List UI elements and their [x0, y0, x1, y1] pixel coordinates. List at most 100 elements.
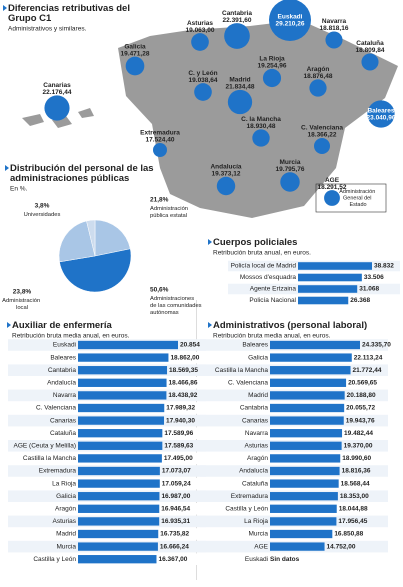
category-label: Castilla y León	[225, 506, 268, 513]
pie-slice	[94, 219, 131, 257]
bar	[270, 466, 340, 476]
region-bubble	[262, 68, 282, 88]
bar	[78, 429, 163, 438]
bar	[78, 529, 159, 539]
bar	[270, 529, 333, 539]
bar	[270, 542, 325, 551]
bar	[270, 479, 339, 488]
region-value: 17.524,40	[146, 137, 175, 144]
chart-subtitle: Retribución bruta media anual, en euros.	[213, 333, 331, 340]
region-name: Galicia	[124, 43, 146, 50]
value-label: 14.752,00	[327, 543, 356, 550]
value-label: 18.862,00	[170, 354, 199, 361]
region-name: Cantabria	[222, 10, 252, 17]
value-label: 17.589,96	[164, 430, 193, 437]
region-name: Baleares	[367, 108, 394, 115]
value-label: 17.940,30	[166, 417, 195, 424]
category-label: Andalucía	[239, 468, 268, 475]
category-label: Policía local de Madrid	[231, 263, 297, 270]
title-marker	[3, 5, 7, 11]
slice-value: 23,8%	[13, 289, 32, 296]
bar	[270, 378, 347, 387]
category-label: La Rioja	[52, 480, 76, 487]
value-label: 18.353,00	[340, 493, 369, 500]
chart-subtitle: Retribución bruta anual, en euros.	[213, 250, 311, 257]
category-label: Galicia	[248, 354, 268, 361]
category-label: C. Valenciana	[228, 380, 268, 387]
region-value: 18.366,22	[308, 132, 337, 139]
title-marker	[208, 322, 212, 328]
region-bubble	[125, 56, 145, 76]
bar	[270, 504, 337, 513]
category-label: Mossos d'esquadra	[240, 274, 297, 281]
value-label: 17.495,00	[164, 455, 193, 462]
region-bubble	[324, 190, 340, 206]
region-name: Extremadura	[140, 130, 180, 137]
value-label: 26.368	[350, 297, 370, 304]
value-label: 22.113,24	[354, 354, 383, 361]
region-name: C. la Mancha	[241, 116, 281, 123]
bar	[78, 353, 169, 362]
bar	[78, 441, 163, 450]
spain-map	[118, 20, 398, 218]
value-label: 20.854,96	[180, 342, 209, 349]
region-bubble	[153, 143, 167, 157]
region-name: Asturias	[187, 20, 213, 27]
row-band	[200, 553, 388, 565]
region-name: Canarias	[43, 82, 71, 89]
bar	[78, 366, 168, 375]
bar	[270, 403, 345, 413]
value-label: 16.987,00	[161, 493, 190, 500]
region-bubble	[309, 79, 327, 97]
value-label: 20.055,72	[346, 405, 375, 412]
annotation-box	[315, 183, 387, 213]
bar	[298, 273, 362, 282]
region-value: 21.834,48	[226, 84, 255, 91]
title-marker	[5, 165, 9, 171]
bar	[298, 296, 349, 305]
region-bubble	[44, 95, 70, 121]
value-label: Sin datos	[270, 556, 300, 563]
value-label: 21.772,44	[353, 367, 382, 374]
bar	[270, 416, 344, 425]
chart-title: Diferencias retributivas del Grupo C1	[8, 3, 133, 24]
region-value: 19.795,76	[276, 166, 305, 173]
category-label: Canarias	[50, 417, 77, 424]
value-label: 20.569,65	[348, 380, 377, 387]
pie-slice	[59, 248, 132, 293]
bar	[78, 340, 178, 350]
category-label: Cantabria	[240, 405, 269, 412]
category-label: Baleares	[242, 342, 268, 349]
value-label: 18.569,35	[169, 367, 198, 374]
region-value: 18.818,16	[320, 25, 349, 32]
region-bubble	[325, 31, 343, 49]
category-label: La Rioja	[244, 518, 268, 525]
category-label: Asturias	[53, 518, 77, 525]
region-name: Madrid	[229, 77, 250, 84]
bar	[270, 366, 351, 375]
slice-value: 3,8%	[35, 203, 50, 210]
bar	[78, 504, 160, 513]
bar	[78, 479, 160, 488]
region-name: Cataluña	[356, 40, 384, 47]
bar	[78, 466, 160, 476]
bar	[270, 441, 342, 450]
value-label: 17.059,24	[162, 480, 191, 487]
region-bubble	[313, 137, 331, 155]
region-bubble	[194, 83, 212, 101]
chart-title: Cuerpos policiales	[213, 237, 297, 248]
value-label: 18.466,86	[169, 380, 198, 387]
value-label: 31.068	[359, 286, 379, 293]
pie-slice	[86, 219, 96, 257]
region-value: 18.930,48	[247, 123, 276, 130]
region-name: C. y León	[188, 70, 217, 77]
bar	[78, 416, 165, 425]
bar	[270, 517, 337, 526]
bar	[78, 454, 162, 463]
slice-label: Administración local	[2, 298, 42, 311]
region-bubble	[367, 100, 395, 128]
value-label: 18.568,44	[341, 480, 370, 487]
bar	[270, 492, 338, 501]
bar	[78, 391, 167, 400]
